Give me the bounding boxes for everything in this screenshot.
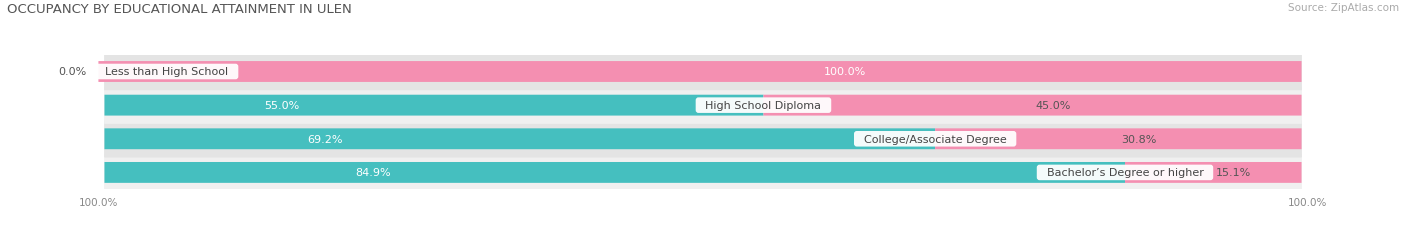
FancyBboxPatch shape (98, 62, 1302, 82)
FancyBboxPatch shape (763, 95, 1302, 116)
Text: 15.1%: 15.1% (1216, 168, 1251, 178)
FancyBboxPatch shape (104, 121, 1302, 158)
Text: 45.0%: 45.0% (1035, 101, 1071, 111)
Text: OCCUPANCY BY EDUCATIONAL ATTAINMENT IN ULEN: OCCUPANCY BY EDUCATIONAL ATTAINMENT IN U… (7, 3, 351, 16)
Text: High School Diploma: High School Diploma (699, 101, 828, 111)
Text: Bachelor’s Degree or higher: Bachelor’s Degree or higher (1039, 168, 1211, 178)
FancyBboxPatch shape (935, 129, 1302, 149)
Text: Source: ZipAtlas.com: Source: ZipAtlas.com (1288, 3, 1399, 13)
FancyBboxPatch shape (104, 95, 763, 116)
Text: 100.0%: 100.0% (824, 67, 866, 77)
FancyBboxPatch shape (104, 154, 1302, 191)
Text: 55.0%: 55.0% (264, 101, 299, 111)
FancyBboxPatch shape (104, 54, 1302, 91)
FancyBboxPatch shape (104, 162, 1125, 183)
Text: 30.8%: 30.8% (1122, 134, 1157, 144)
FancyBboxPatch shape (104, 87, 1302, 124)
Text: 69.2%: 69.2% (308, 134, 343, 144)
Text: Less than High School: Less than High School (98, 67, 236, 77)
FancyBboxPatch shape (1125, 162, 1302, 183)
FancyBboxPatch shape (104, 129, 935, 149)
Text: 84.9%: 84.9% (356, 168, 391, 178)
Text: College/Associate Degree: College/Associate Degree (856, 134, 1014, 144)
Text: 0.0%: 0.0% (58, 67, 86, 77)
